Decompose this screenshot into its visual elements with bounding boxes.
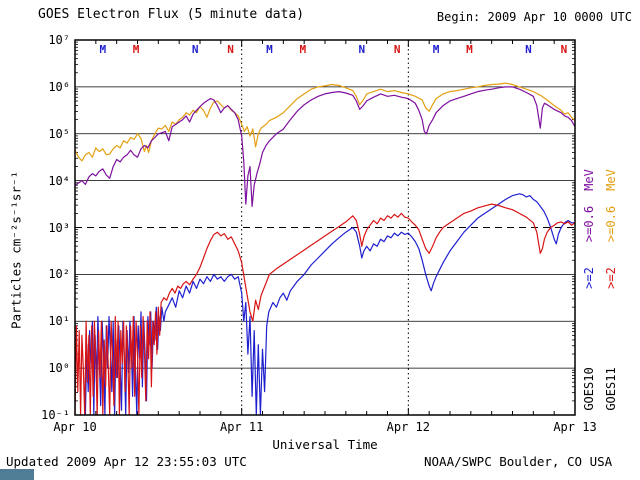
local-time-marker-n-goes11: N (227, 43, 234, 56)
page-title: GOES Electron Flux (5 minute data) (38, 7, 305, 22)
y-tick-label: 10⁶ (48, 79, 70, 94)
plot-frame (74, 39, 576, 416)
x-tick-label: Apr 13 (553, 420, 597, 434)
legend-mev-goes11: MeV (604, 169, 618, 191)
legend-e2-goes10: >=2 (582, 267, 596, 289)
local-time-marker-n-goes11: N (561, 43, 568, 56)
local-time-marker-m-goes11: M (133, 43, 140, 56)
legend-sat-goes10: GOES10 (582, 367, 596, 411)
series-goes11-0-6-mev (74, 82, 576, 162)
local-time-marker-n-goes11: N (394, 43, 401, 56)
legend-sat-goes11: GOES11 (604, 367, 618, 411)
series-goes10-2-mev (84, 193, 575, 416)
begin-time-label: Begin: 2009 Apr 10 0000 UTC (436, 10, 632, 24)
local-time-marker-m-goes11: M (299, 43, 306, 56)
y-tick-label: 10⁷ (48, 33, 70, 47)
y-tick-label: 10⁰ (48, 361, 70, 376)
local-time-marker-n-goes10: N (192, 43, 199, 56)
legend-e2-goes11: >=2 (604, 267, 618, 289)
local-time-marker-m-goes10: M (266, 43, 273, 56)
x-tick-label: Apr 10 (53, 420, 97, 434)
y-tick-label: 10² (48, 267, 70, 282)
y-tick-label: 10⁴ (48, 173, 70, 188)
local-time-marker-n-goes10: N (525, 43, 532, 56)
data-source-label: NOAA/SWPC Boulder, CO USA (424, 454, 613, 469)
local-time-marker-m-goes10: M (99, 43, 106, 56)
screen-corner-fragment (0, 469, 34, 480)
y-axis-title: Particles cm⁻²s⁻¹sr⁻¹ (8, 170, 24, 330)
legend-e0p6-goes11: >=0.6 (604, 205, 618, 243)
y-tick-label: 10⁻¹ (41, 408, 70, 422)
series-goes10-0-6-mev (74, 86, 576, 207)
local-time-marker-m-goes11: M (466, 43, 473, 56)
legend-e0p6-goes10: >=0.6 (582, 205, 596, 243)
x-tick-label: Apr 11 (219, 420, 264, 434)
series-goes11-2-mev (74, 203, 576, 416)
x-axis-title: Universal Time (272, 437, 378, 452)
local-time-marker-n-goes10: N (358, 43, 365, 56)
y-tick-label: 10⁵ (48, 126, 70, 141)
legend-mev-goes10: MeV (582, 169, 596, 191)
updated-timestamp: Updated 2009 Apr 12 23:55:03 UTC (6, 454, 247, 469)
x-tick-label: Apr 12 (386, 420, 431, 434)
y-tick-label: 10¹ (48, 314, 70, 329)
y-tick-label: 10³ (48, 220, 70, 235)
local-time-marker-m-goes10: M (433, 43, 440, 56)
